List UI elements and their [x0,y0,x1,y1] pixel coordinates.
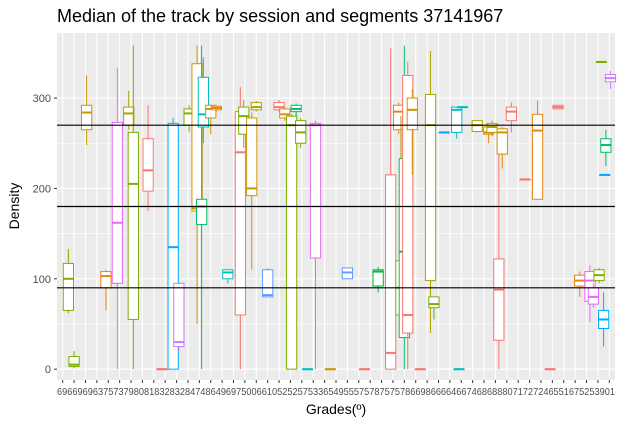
boxplot [544,368,556,371]
y-tick-label: 100 [33,274,51,286]
boxplot [493,138,505,370]
boxplot [290,103,302,117]
box [496,128,508,155]
boxplot [597,292,610,347]
box [111,121,123,284]
boxplot [402,61,414,370]
boxplot [519,178,531,181]
box [451,106,463,133]
boxplot [584,265,596,323]
box [406,97,418,131]
y-axis: 0 100 200 300 [33,93,610,383]
boxplot [496,126,508,169]
boxplot [250,100,262,112]
boxplot [471,119,483,133]
box [123,106,135,126]
boxplot [295,117,307,148]
boxplot [372,267,384,293]
boxplot [127,45,139,370]
y-tick-label: 0 [45,364,51,376]
boxplot [324,368,336,371]
box [493,258,505,341]
boxplot [222,269,234,284]
x-axis-title: Grades(º) [306,401,366,417]
box [309,122,322,259]
box [246,117,258,197]
boxplot [406,89,418,175]
boxplot [341,267,354,280]
boxplot [531,100,544,200]
boxplot [262,267,274,298]
boxplot [142,105,154,212]
boxplot [451,106,463,139]
chart-title: Median of the track by session and segme… [57,6,503,26]
box [80,104,93,131]
boxplot [428,296,440,320]
boxplot [279,107,291,121]
box [205,104,217,119]
boxplot [68,351,80,369]
box [262,269,274,298]
boxplot [486,120,498,137]
boxplot [156,368,168,371]
box [62,262,75,311]
boxplot [453,368,465,371]
x-tick-labels: 6966969637573798081832832847486496975006… [57,386,615,398]
box [100,271,112,289]
boxplot [80,75,93,146]
boxplot [599,173,611,176]
box [68,356,80,367]
boxplot [246,112,258,270]
boxplot [62,248,75,314]
boxplot [167,117,179,370]
box [285,115,298,370]
boxplot [438,131,450,134]
box [428,296,440,309]
box [196,198,208,226]
boxplot [173,282,185,352]
boxplot [285,114,298,370]
boxplot [238,99,250,148]
box [402,74,414,334]
box [127,131,139,320]
boxplot [414,368,426,371]
boxplot [358,368,371,371]
boxplot [123,90,135,130]
box [173,282,185,348]
box [424,93,437,282]
boxplot [552,104,564,110]
box [142,138,154,192]
box [505,106,517,122]
box [372,269,384,287]
boxplot [595,60,607,63]
box [385,174,397,370]
boxplot [301,368,314,371]
reference-lines [57,124,615,289]
boxplot [604,70,617,90]
boxplot [505,102,517,133]
box [197,76,209,128]
boxplot [593,267,605,284]
box [222,269,234,280]
y-tick-label: 200 [33,183,51,195]
y-axis-title: Density [6,183,22,230]
boxplot [456,106,469,109]
boxplot [600,129,612,166]
box [531,113,544,200]
boxplot [273,99,285,112]
boxplot [111,68,123,370]
boxplot [424,51,437,334]
y-tick-label: 300 [33,93,51,105]
boxplot [210,105,223,112]
